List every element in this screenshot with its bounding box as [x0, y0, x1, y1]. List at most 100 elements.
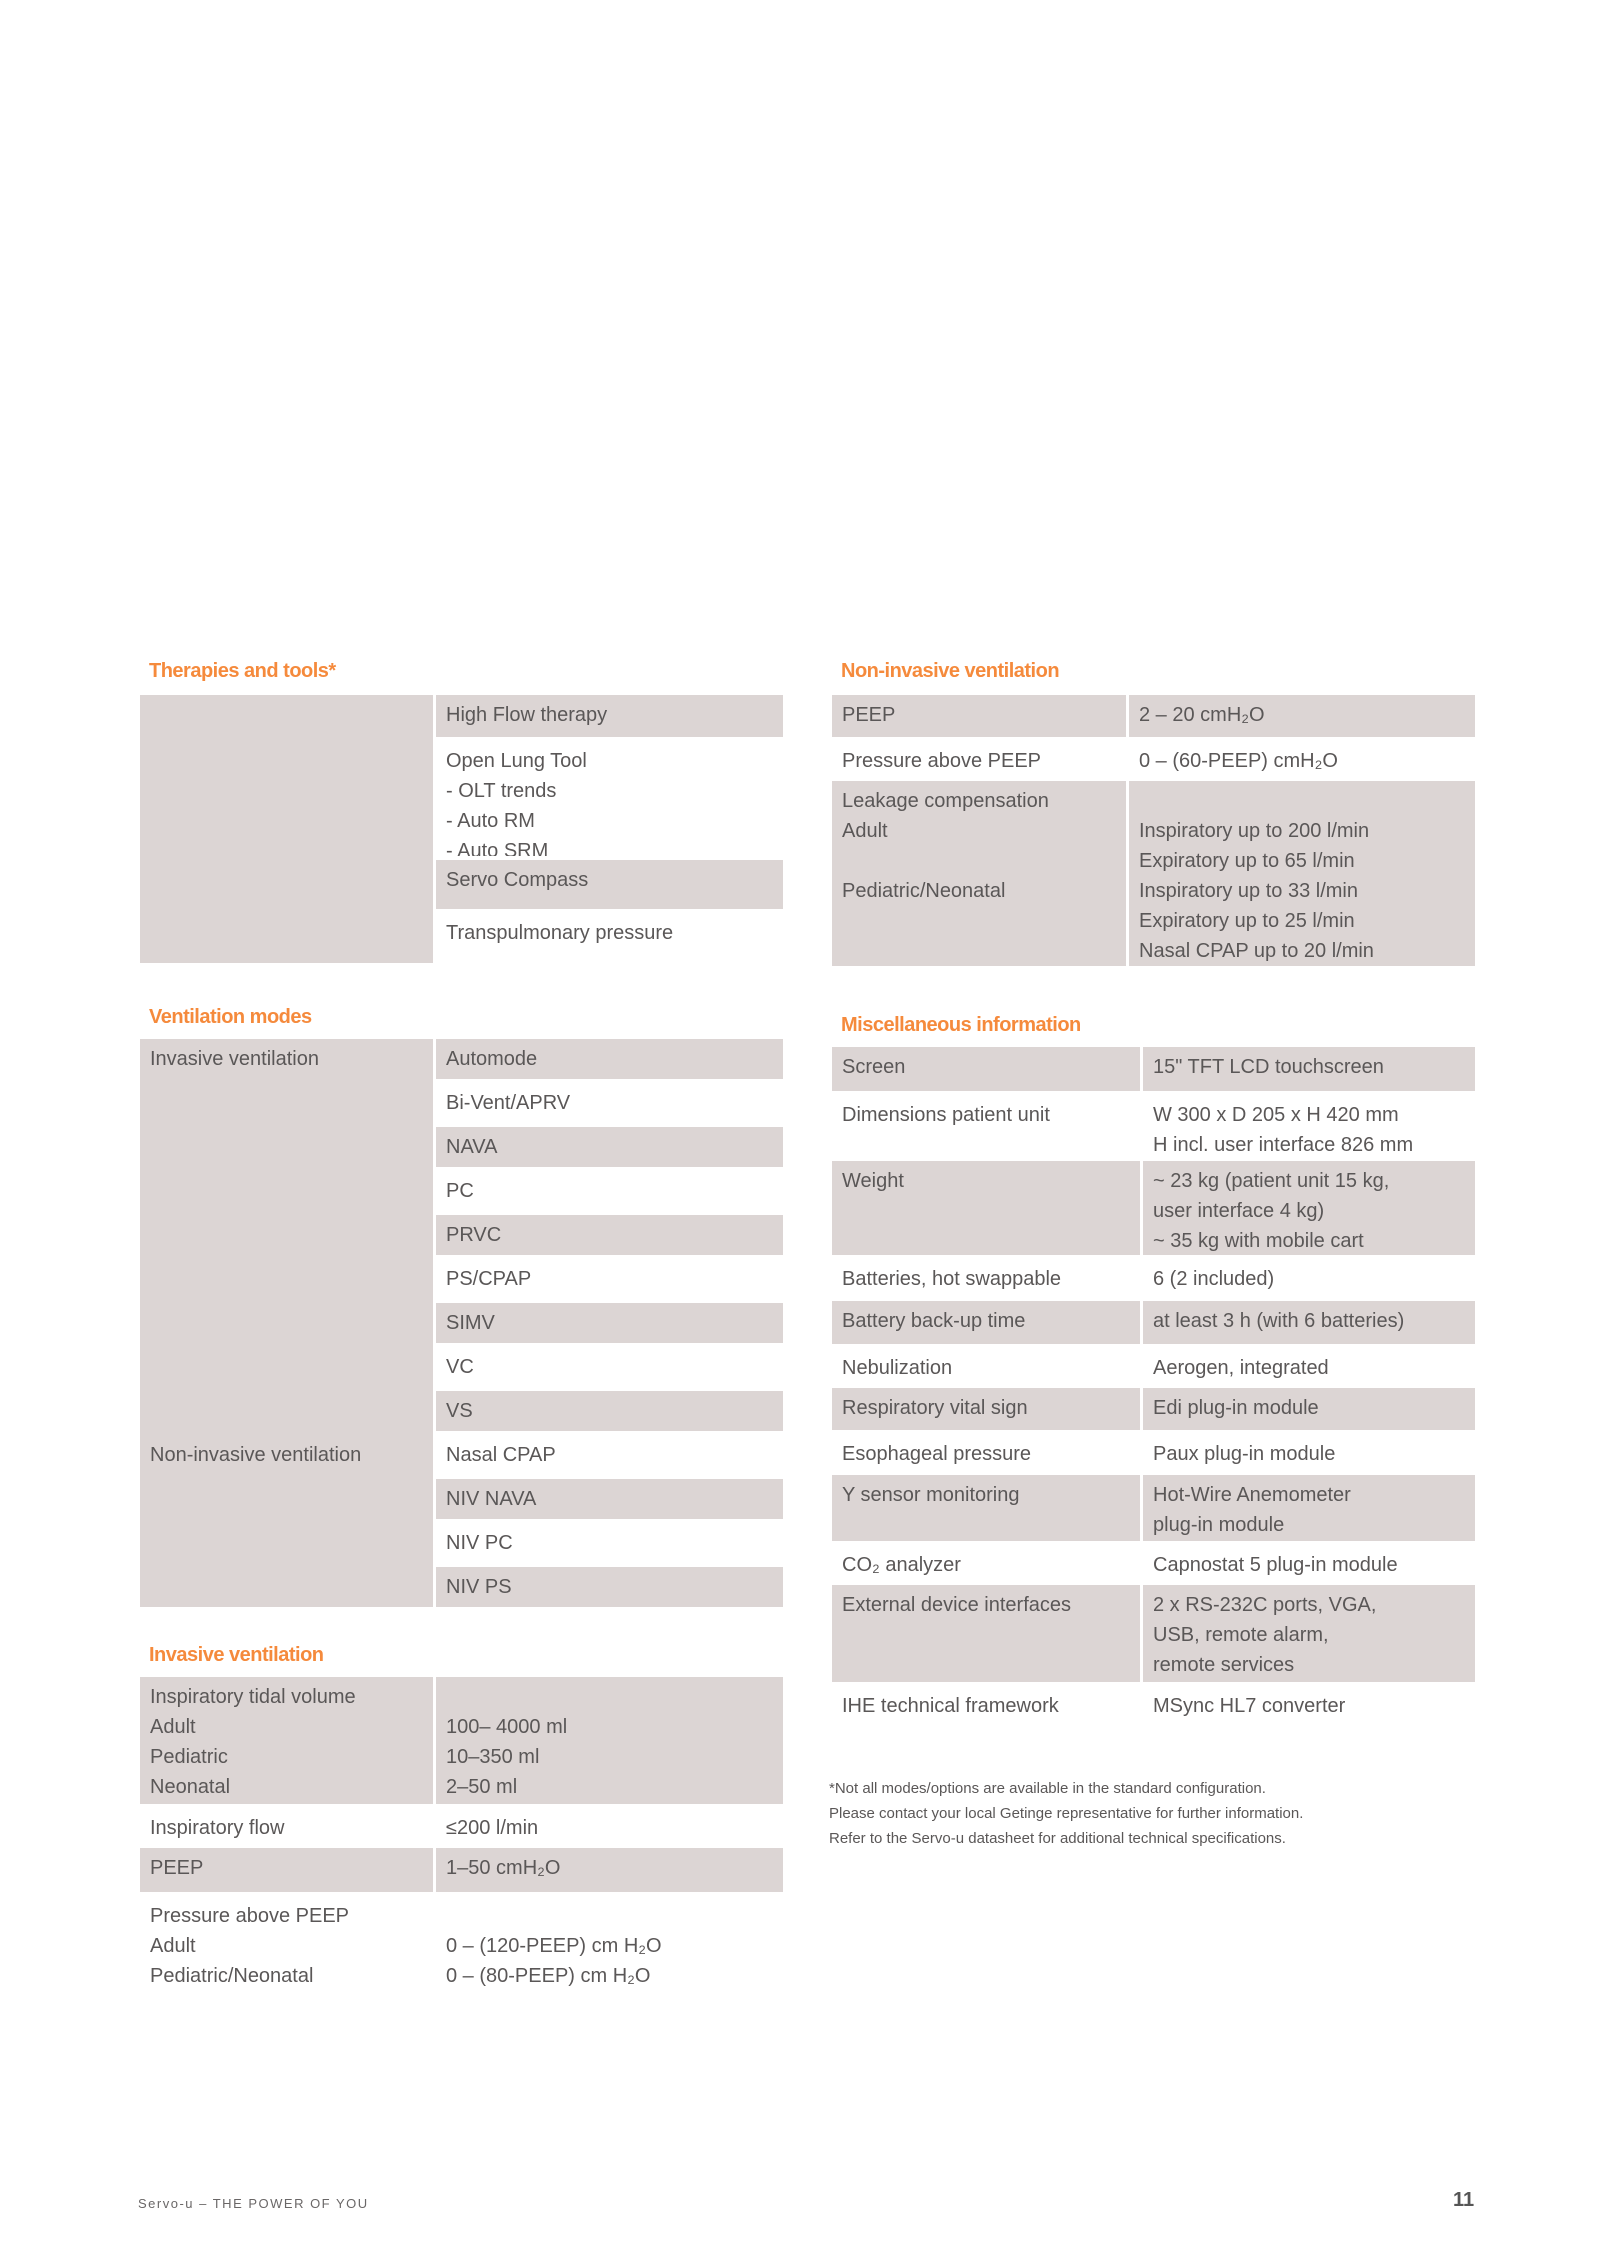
cell-line: Edi plug-in module	[1153, 1397, 1319, 1419]
cell-line: remote services	[1153, 1654, 1295, 1676]
cell-line: Pediatric/Neonatal	[842, 880, 1006, 902]
cell-line: Inspiratory flow	[150, 1817, 285, 1839]
cell-line: - Auto SRM	[446, 840, 549, 856]
row-value: Edi plug-in module	[1143, 1388, 1475, 1430]
cell-line: PEEP	[150, 1857, 204, 1879]
therapy-item: Transpulmonary pressure	[436, 913, 783, 957]
row-label: External device interfaces	[832, 1585, 1140, 1682]
cell-line: Adult	[150, 1716, 196, 1738]
cell-line: USB, remote alarm,	[1153, 1624, 1329, 1646]
cell-line	[842, 846, 1116, 876]
table-row: IHE technical framework MSync HL7 convert…	[832, 1686, 1475, 1723]
therapies-left-column	[140, 695, 433, 963]
cell-line: Expiratory up to 65 l/min	[1139, 850, 1355, 872]
cell-line: 2–50 ml	[446, 1776, 518, 1798]
cell-line: Inspiratory up to 200 l/min	[1139, 820, 1370, 842]
cell-line: - OLT trends	[446, 780, 557, 802]
page-number: 11	[1453, 2189, 1475, 2211]
cell-line: Expiratory up to 25 l/min	[1139, 910, 1355, 932]
cell-line: Open Lung Tool	[446, 750, 587, 772]
table-row: Batteries, hot swappable 6 (2 included)	[832, 1259, 1475, 1297]
row-value: MSync HL7 converter	[1143, 1686, 1475, 1723]
cell-line: Adult	[150, 1935, 196, 1957]
table-row: Leakage compensation Adult Pediatric/Neona…	[832, 781, 1475, 966]
row-label: Batteries, hot swappable	[832, 1259, 1140, 1297]
cell-line: Pediatric/Neonatal	[150, 1965, 314, 1987]
row-value: Inspiratory up to 200 l/min Expiratory up…	[1129, 781, 1475, 966]
therapy-item: High Flow therapy	[436, 695, 783, 737]
footnote-line: Refer to the Servo-u datasheet for addit…	[829, 1830, 1286, 1847]
table-row: PEEP 2 – 20 cmH₂O	[832, 695, 1475, 737]
mode-item: Automode	[436, 1039, 783, 1079]
cell-line: ~ 35 kg with mobile cart	[1153, 1230, 1364, 1252]
cell-line	[446, 1901, 773, 1931]
row-value: 15" TFT LCD touchscreen	[1143, 1047, 1475, 1091]
cell-line: Paux plug-in module	[1153, 1443, 1336, 1465]
cell-line: plug-in module	[1153, 1514, 1285, 1536]
therapy-item: Servo Compass	[436, 860, 783, 909]
cell-line: Pressure above PEEP	[842, 750, 1041, 772]
table-row: CO₂ analyzer Capnostat 5 plug-in module	[832, 1545, 1475, 1581]
row-label: PEEP	[140, 1848, 433, 1892]
invasive-ventilation-table: Inspiratory tidal volume Adult Pediatric Ne…	[140, 1677, 783, 1995]
cell-line: 6 (2 included)	[1153, 1268, 1275, 1290]
row-label: Esophageal pressure	[832, 1434, 1140, 1471]
row-value: 0 – (60-PEEP) cmH₂O	[1129, 741, 1475, 777]
row-label: Weight	[832, 1161, 1140, 1255]
cell-line: High Flow therapy	[446, 704, 608, 726]
row-label: Nebulization	[832, 1348, 1140, 1384]
row-value: at least 3 h (with 6 batteries)	[1143, 1301, 1475, 1344]
cell-line: 2 x RS-232C ports, VGA,	[1153, 1594, 1377, 1616]
cell-line: Y sensor monitoring	[842, 1484, 1020, 1506]
mode-item: PC	[446, 1180, 474, 1202]
miscellaneous-table: Screen 15" TFT LCD touchscreen Dimensions …	[832, 1047, 1475, 1727]
row-label: PEEP	[832, 695, 1126, 737]
therapy-item: Open Lung Tool - OLT trends - Auto RM - Aut…	[436, 741, 783, 856]
cell-line: Dimensions patient unit	[842, 1104, 1050, 1126]
cell-line: 0 – (120-PEEP) cm H₂O	[446, 1935, 662, 1957]
table-row: Pressure above PEEP 0 – (60-PEEP) cmH₂O	[832, 741, 1475, 777]
cell-line: ~ 23 kg (patient unit 15 kg,	[1153, 1170, 1390, 1192]
table-row: Y sensor monitoring Hot-Wire Anemometer pl…	[832, 1475, 1475, 1541]
mode-item: VS	[436, 1391, 783, 1431]
mode-item: NIV PC	[446, 1532, 513, 1554]
cell-line: Battery back-up time	[842, 1310, 1026, 1332]
row-value: Paux plug-in module	[1143, 1434, 1475, 1471]
therapies-heading: Therapies and tools*	[149, 660, 336, 682]
footnote-line: *Not all modes/options are available in …	[829, 1780, 1266, 1797]
cell-line: 0 – (80-PEEP) cm H₂O	[446, 1965, 651, 1987]
cell-line: Capnostat 5 plug-in module	[1153, 1554, 1398, 1576]
cell-line: CO₂ analyzer	[842, 1554, 961, 1576]
mode-item: SIMV	[436, 1303, 783, 1343]
table-row: Esophageal pressure Paux plug-in module	[832, 1434, 1475, 1471]
row-label: Y sensor monitoring	[832, 1475, 1140, 1541]
footnote: *Not all modes/options are available in …	[829, 1776, 1303, 1851]
table-row: Inspiratory flow ≤200 l/min	[140, 1808, 783, 1844]
cell-line: 0 – (60-PEEP) cmH₂O	[1139, 750, 1338, 772]
row-value: 1–50 cmH₂O	[436, 1848, 783, 1892]
row-label: CO₂ analyzer	[832, 1545, 1140, 1581]
row-label: Battery back-up time	[832, 1301, 1140, 1344]
mode-group-label: Invasive ventilation	[150, 1048, 319, 1070]
cell-line: IHE technical framework	[842, 1695, 1059, 1717]
cell-line: Weight	[842, 1170, 904, 1192]
cell-line: Nebulization	[842, 1357, 953, 1379]
cell-line: 15" TFT LCD touchscreen	[1153, 1056, 1384, 1078]
ventilation-modes-table: Invasive ventilation Non-invasive ventila…	[140, 1039, 783, 1607]
cell-line: Transpulmonary pressure	[446, 922, 674, 944]
row-value: 100– 4000 ml 10–350 ml 2–50 ml	[436, 1677, 783, 1804]
row-value: ~ 23 kg (patient unit 15 kg, user interfa…	[1143, 1161, 1475, 1255]
table-row: Respiratory vital sign Edi plug-in module	[832, 1388, 1475, 1430]
table-row: Pressure above PEEP Adult Pediatric/Neonat…	[140, 1896, 783, 1991]
row-label: Inspiratory flow	[140, 1808, 433, 1844]
cell-line: ≤200 l/min	[446, 1817, 539, 1839]
mode-item: PRVC	[436, 1215, 783, 1255]
cell-line: Neonatal	[150, 1776, 231, 1798]
table-row: PEEP 1–50 cmH₂O	[140, 1848, 783, 1892]
invasive-ventilation-heading: Invasive ventilation	[149, 1644, 324, 1666]
cell-line: W 300 x D 205 x H 420 mm	[1153, 1104, 1399, 1126]
cell-line: Batteries, hot swappable	[842, 1268, 1062, 1290]
mode-group: Non-invasive ventilation	[140, 1435, 433, 1607]
row-label: IHE technical framework	[832, 1686, 1140, 1723]
cell-line: - Auto RM	[446, 810, 535, 832]
